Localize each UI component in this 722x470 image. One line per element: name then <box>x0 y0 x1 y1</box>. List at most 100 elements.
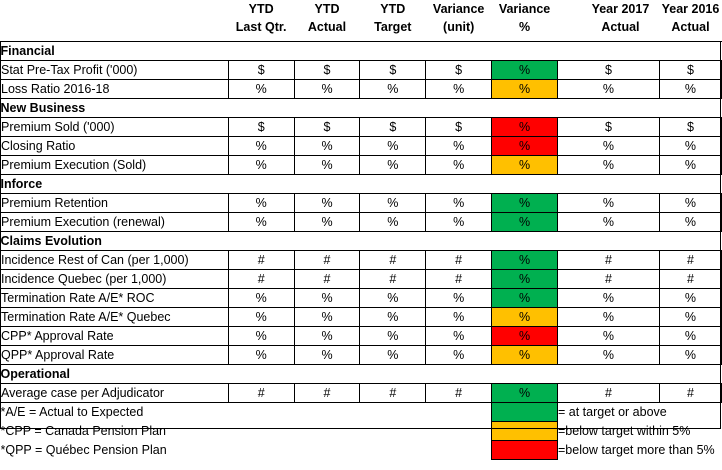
metric-row[interactable]: Incidence Quebec (per 1,000) # # # #% # # <box>0 269 722 289</box>
cell-ytd-target[interactable]: % <box>359 326 427 346</box>
metric-row[interactable]: Premium Execution (renewal)%%%%%%% <box>0 212 722 232</box>
cell-variance-unit[interactable]: % <box>425 212 493 232</box>
metric-row[interactable]: QPP* Approval Rate%%%%%%% <box>0 345 722 365</box>
cell-year2017[interactable]: # <box>557 249 660 270</box>
cell-year2017[interactable]: % <box>557 307 660 327</box>
metric-label[interactable]: Premium Execution (Sold) <box>0 155 229 175</box>
cell-year2016[interactable]: % <box>659 345 722 365</box>
cell-variance-unit[interactable]: # <box>425 382 493 403</box>
variance-pct-status-cell[interactable]: % <box>491 59 558 80</box>
cell-variance-unit[interactable]: % <box>425 155 493 175</box>
cell-year2016[interactable]: % <box>659 307 722 327</box>
metric-label[interactable]: Termination Rate A/E* Quebec <box>0 307 229 327</box>
cell-ytd-target[interactable]: # <box>359 269 427 289</box>
metric-label[interactable]: CPP* Approval Rate <box>0 326 229 346</box>
variance-pct-status-cell[interactable]: % <box>491 269 558 289</box>
metric-label[interactable]: Incidence Rest of Can (per 1,000) <box>0 249 229 270</box>
cell-ytd-actual[interactable]: % <box>294 192 361 213</box>
metric-label[interactable]: Loss Ratio 2016-18 <box>0 79 229 99</box>
cell-year2017[interactable]: % <box>557 155 660 175</box>
metric-label[interactable]: Premium Execution (renewal) <box>0 212 229 232</box>
cell-ytd-target[interactable]: % <box>359 212 427 232</box>
cell-ytd-target[interactable]: $ <box>359 59 427 80</box>
cell-variance-unit[interactable]: # <box>425 249 493 270</box>
metric-row[interactable]: CPP* Approval Rate%%%%%%% <box>0 326 722 346</box>
variance-pct-status-cell[interactable]: % <box>491 79 558 99</box>
cell-variance-unit[interactable]: % <box>425 326 493 346</box>
cell-year2017[interactable]: % <box>557 212 660 232</box>
metric-label[interactable]: Incidence Quebec (per 1,000) <box>0 269 229 289</box>
metric-label[interactable]: Premium Retention <box>0 192 229 213</box>
cell-ytd-last-qtr[interactable]: % <box>227 79 295 99</box>
cell-ytd-actual[interactable]: # <box>294 382 361 403</box>
cell-ytd-actual[interactable]: % <box>294 345 361 365</box>
cell-ytd-last-qtr[interactable]: % <box>227 212 295 232</box>
cell-year2016[interactable]: # <box>659 382 722 403</box>
cell-ytd-last-qtr[interactable]: % <box>227 288 295 308</box>
cell-ytd-last-qtr[interactable]: % <box>227 345 295 365</box>
cell-year2016[interactable]: % <box>659 212 722 232</box>
cell-ytd-target[interactable]: % <box>359 79 427 99</box>
cell-ytd-target[interactable]: % <box>359 136 427 156</box>
cell-year2016[interactable]: $ <box>659 116 722 137</box>
cell-year2016[interactable]: # <box>659 269 722 289</box>
variance-pct-status-cell[interactable]: % <box>491 212 558 232</box>
cell-variance-unit[interactable]: % <box>425 307 493 327</box>
cell-variance-unit[interactable]: % <box>425 192 493 213</box>
metric-row[interactable]: Loss Ratio 2016-18%%%%%%% <box>0 79 722 99</box>
cell-year2017[interactable]: $ <box>557 59 660 80</box>
cell-ytd-actual[interactable]: % <box>294 212 361 232</box>
variance-pct-status-cell[interactable]: % <box>491 307 558 327</box>
variance-pct-status-cell[interactable]: % <box>491 192 558 213</box>
cell-variance-unit[interactable]: % <box>425 345 493 365</box>
cell-variance-unit[interactable]: # <box>425 269 493 289</box>
cell-ytd-last-qtr[interactable]: % <box>227 307 295 327</box>
cell-year2016[interactable]: % <box>659 136 722 156</box>
cell-ytd-target[interactable]: % <box>359 307 427 327</box>
cell-year2017[interactable]: # <box>557 269 660 289</box>
metric-row[interactable]: Premium Retention%%%%%%% <box>0 192 722 213</box>
cell-ytd-last-qtr[interactable]: # <box>227 269 295 289</box>
cell-ytd-actual[interactable]: % <box>294 155 361 175</box>
cell-ytd-actual[interactable]: $ <box>294 59 361 80</box>
metric-label[interactable]: Closing Ratio <box>0 136 229 156</box>
cell-year2017[interactable]: % <box>557 288 660 308</box>
metric-row[interactable]: Closing Ratio%%%%%%% <box>0 136 722 156</box>
metric-row[interactable]: Stat Pre-Tax Profit ('000) $ $ $ $% $ $ <box>0 59 722 80</box>
cell-ytd-actual[interactable]: # <box>294 249 361 270</box>
variance-pct-status-cell[interactable]: % <box>491 345 558 365</box>
cell-ytd-target[interactable]: % <box>359 288 427 308</box>
cell-year2016[interactable]: % <box>659 79 722 99</box>
cell-ytd-actual[interactable]: % <box>294 307 361 327</box>
cell-variance-unit[interactable]: % <box>425 136 493 156</box>
cell-ytd-target[interactable]: $ <box>359 116 427 137</box>
cell-ytd-last-qtr[interactable]: % <box>227 192 295 213</box>
cell-ytd-target[interactable]: # <box>359 382 427 403</box>
variance-pct-status-cell[interactable]: % <box>491 116 558 137</box>
metric-label[interactable]: Average case per Adjudicator <box>0 382 229 403</box>
cell-ytd-last-qtr[interactable]: % <box>227 155 295 175</box>
metric-label[interactable]: Premium Sold ('000) <box>0 116 229 137</box>
cell-ytd-actual[interactable]: % <box>294 79 361 99</box>
cell-ytd-actual[interactable]: $ <box>294 116 361 137</box>
cell-year2016[interactable]: % <box>659 192 722 213</box>
variance-pct-status-cell[interactable]: % <box>491 326 558 346</box>
cell-variance-unit[interactable]: $ <box>425 116 493 137</box>
cell-ytd-actual[interactable]: % <box>294 326 361 346</box>
cell-year2016[interactable]: % <box>659 288 722 308</box>
cell-ytd-last-qtr[interactable]: % <box>227 326 295 346</box>
cell-year2017[interactable]: % <box>557 136 660 156</box>
metric-row[interactable]: Incidence Rest of Can (per 1,000) # # # #% # # <box>0 249 722 270</box>
cell-ytd-actual[interactable]: # <box>294 269 361 289</box>
cell-ytd-actual[interactable]: % <box>294 288 361 308</box>
cell-ytd-last-qtr[interactable]: # <box>227 249 295 270</box>
cell-year2016[interactable]: % <box>659 155 722 175</box>
metric-row[interactable]: Termination Rate A/E* Quebec%%%%%%% <box>0 307 722 327</box>
cell-ytd-target[interactable]: % <box>359 192 427 213</box>
cell-year2017[interactable]: # <box>557 382 660 403</box>
metric-row[interactable]: Premium Execution (Sold)%%%%%%% <box>0 155 722 175</box>
cell-ytd-target[interactable]: % <box>359 155 427 175</box>
variance-pct-status-cell[interactable]: % <box>491 155 558 175</box>
metric-label[interactable]: QPP* Approval Rate <box>0 345 229 365</box>
variance-pct-status-cell[interactable]: % <box>491 136 558 156</box>
